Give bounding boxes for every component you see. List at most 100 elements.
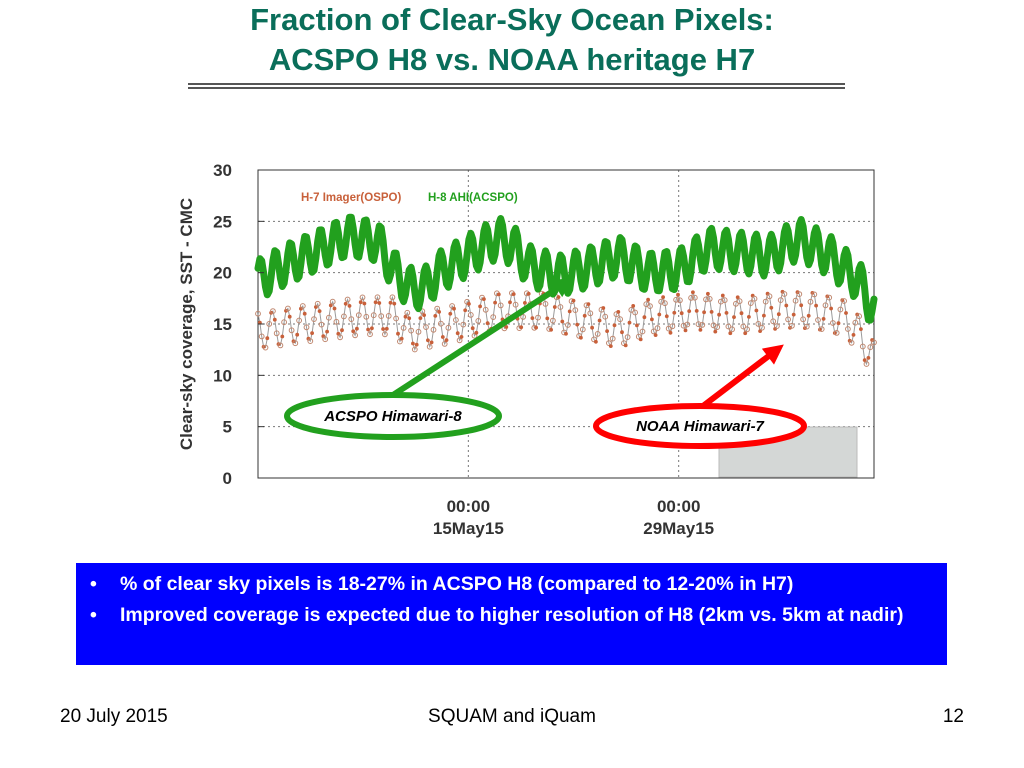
series-point-h7 <box>377 301 382 305</box>
footer-date: 20 July 2015 <box>60 706 168 727</box>
series-point-h7 <box>867 344 874 351</box>
series-point-h7 <box>744 326 750 333</box>
legend-entry-h7: H-7 Imager(OSPO) <box>301 192 401 204</box>
series-point-h7 <box>684 321 691 328</box>
series-point-h7 <box>358 300 363 305</box>
series-point-h7 <box>725 323 732 330</box>
series-point-h7 <box>408 327 415 334</box>
bullet-dot-icon: • <box>90 573 97 595</box>
series-point-h7 <box>658 298 665 305</box>
series-point-h7 <box>579 326 586 333</box>
series-point-h7 <box>699 322 706 328</box>
series-point-h7 <box>272 317 277 322</box>
series-point-h7 <box>669 323 676 330</box>
series-point-h7 <box>295 332 300 337</box>
series-point-h7 <box>258 333 265 340</box>
series-point-h7 <box>638 337 643 342</box>
series-point-h7 <box>863 361 870 367</box>
series-point-h7 <box>635 323 639 328</box>
series-point-h7 <box>456 337 463 344</box>
series-point-h7 <box>418 316 423 320</box>
bullet-text: Improved coverage is expected due to hig… <box>120 604 904 626</box>
series-point-h7 <box>694 309 699 313</box>
series-point-h7 <box>449 303 456 309</box>
series-point-h7 <box>366 327 370 332</box>
series-point-h7 <box>579 335 583 340</box>
series-point-h7 <box>430 326 437 333</box>
y-tick-label: 5 <box>223 418 232 437</box>
series-point-h7 <box>504 325 509 329</box>
series-point-h7 <box>348 316 355 323</box>
series-point-h7 <box>803 323 810 330</box>
series-point-h7 <box>664 314 669 319</box>
series-point-h7 <box>303 324 310 331</box>
series-point-h7 <box>363 313 370 320</box>
series-point-h7 <box>277 342 284 349</box>
series-point-h7 <box>792 297 799 304</box>
series-point-h7 <box>774 323 780 330</box>
series-point-h7 <box>602 313 609 320</box>
series-point-h7 <box>796 291 803 298</box>
series-point-h7 <box>453 317 459 323</box>
series-point-h7 <box>698 328 703 332</box>
series-point-h7 <box>370 326 374 331</box>
series-point-h7 <box>452 306 456 311</box>
series-point-h7 <box>325 329 329 334</box>
series-point-h7 <box>668 330 673 335</box>
series-point-h7 <box>482 306 489 313</box>
series-point-h7 <box>475 318 482 324</box>
series-point-h7 <box>485 321 490 326</box>
slide-title-line-1: Fraction of Clear-Sky Ocean Pixels: <box>250 2 774 37</box>
series-point-h7 <box>691 290 695 295</box>
series-point-h7 <box>781 291 788 297</box>
series-point-h7 <box>389 294 396 301</box>
series-point-h7 <box>571 298 576 303</box>
series-point-h7 <box>729 326 735 333</box>
series-point-h7 <box>736 298 743 305</box>
series-point-h7 <box>287 314 292 319</box>
series-point-h7 <box>400 325 407 331</box>
series-point-h7 <box>870 338 874 342</box>
series-point-h7 <box>255 310 261 317</box>
series-point-h7 <box>837 306 844 313</box>
series-point-h7 <box>414 342 419 347</box>
series-point-h7 <box>445 324 452 331</box>
series-point-h7 <box>821 317 826 321</box>
series-point-h7 <box>471 332 478 339</box>
series-point-h7 <box>733 300 739 307</box>
series-point-h7 <box>617 316 623 323</box>
series-point-h7 <box>791 312 796 317</box>
series-point-h7 <box>807 298 814 305</box>
series-point-h7 <box>392 301 397 306</box>
series-point-h7 <box>789 322 795 329</box>
series-point-h7 <box>780 289 785 294</box>
series-point-h7 <box>702 310 706 315</box>
series-point-h7 <box>433 314 438 318</box>
series-point-h7 <box>815 317 821 323</box>
x-tick-label: 29May15 <box>643 519 714 538</box>
series-point-h7 <box>785 316 791 323</box>
series-point-h7 <box>713 329 718 334</box>
series-point-h7 <box>739 311 744 316</box>
series-point-h7 <box>429 340 434 345</box>
series-point-h7 <box>642 315 647 320</box>
series-point-h7 <box>718 298 724 305</box>
series-point-h7 <box>871 339 877 346</box>
series-point-h7 <box>631 304 636 308</box>
series-point-h7 <box>632 309 638 316</box>
series-point-h7 <box>646 297 650 302</box>
series-point-h7 <box>511 292 516 296</box>
series-point-h7 <box>311 316 317 323</box>
series-point-h7 <box>407 316 412 321</box>
series-point-h7 <box>688 295 694 301</box>
series-point-h7 <box>866 356 871 360</box>
series-point-h7 <box>362 301 367 306</box>
series-point-h7 <box>650 328 657 335</box>
series-point-h7 <box>373 300 378 305</box>
series-point-h7 <box>591 336 597 343</box>
series-point-h7 <box>845 326 851 332</box>
series-point-h7 <box>811 291 818 298</box>
y-axis-label: Clear-sky coverage, SST - CMC <box>177 198 196 450</box>
series-point-h7 <box>378 313 385 320</box>
series-point-h7 <box>673 296 679 303</box>
